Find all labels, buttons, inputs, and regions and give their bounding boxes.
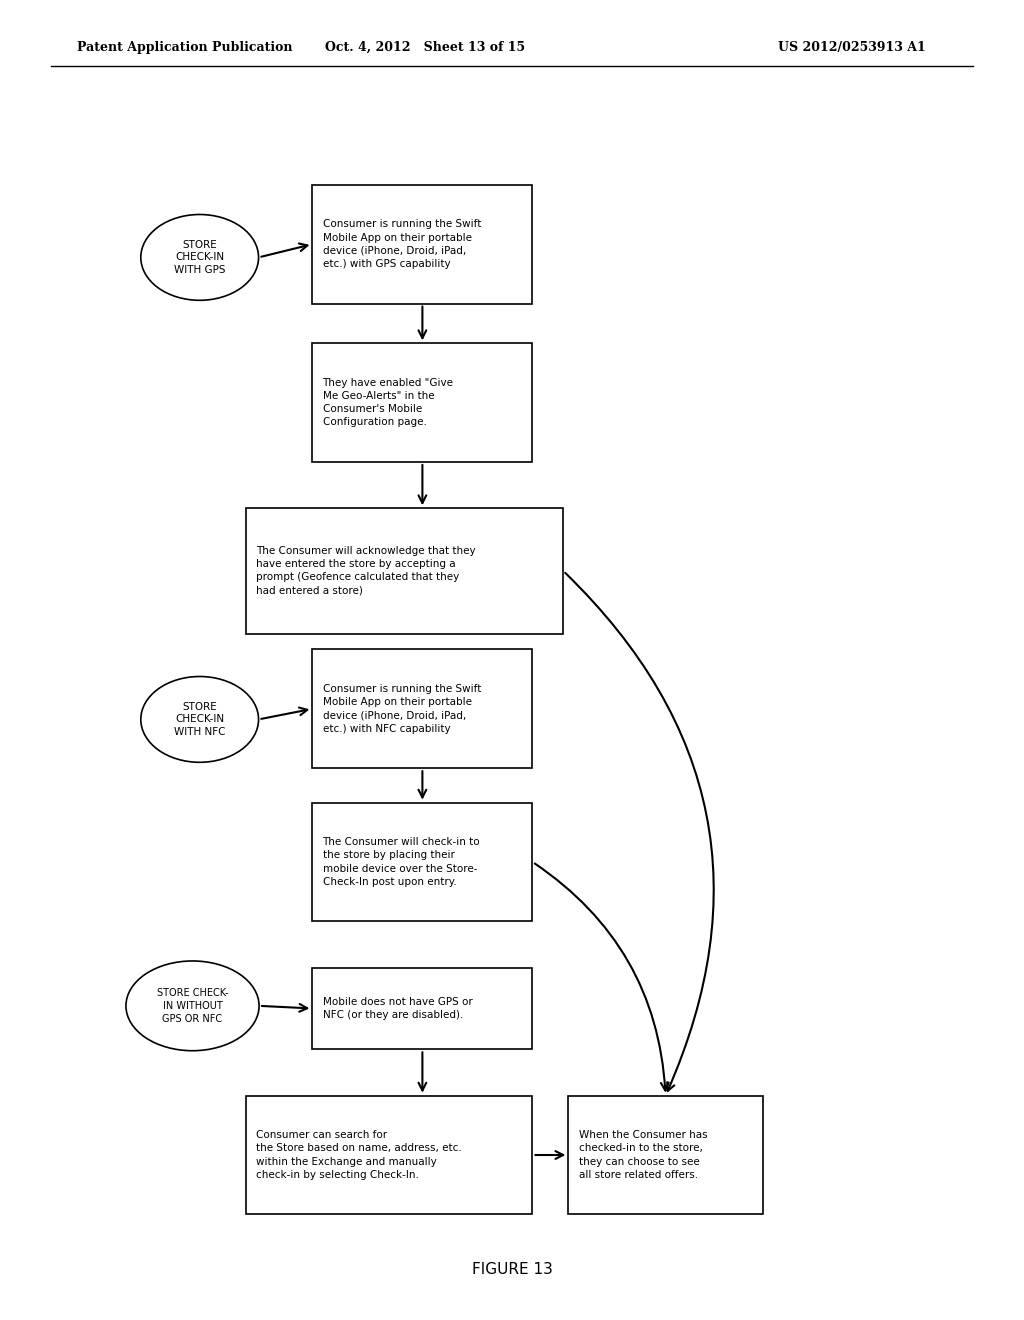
Text: They have enabled "Give
Me Geo-Alerts" in the
Consumer's Mobile
Configuration pa: They have enabled "Give Me Geo-Alerts" i…: [323, 378, 454, 428]
Text: The Consumer will check-in to
the store by placing their
mobile device over the : The Consumer will check-in to the store …: [323, 837, 480, 887]
Text: STORE
CHECK-IN
WITH NFC: STORE CHECK-IN WITH NFC: [174, 702, 225, 737]
Text: Patent Application Publication: Patent Application Publication: [77, 41, 292, 54]
Text: Consumer can search for
the Store based on name, address, etc.
within the Exchan: Consumer can search for the Store based …: [256, 1130, 462, 1180]
Text: Mobile does not have GPS or
NFC (or they are disabled).: Mobile does not have GPS or NFC (or they…: [323, 997, 472, 1020]
Text: STORE
CHECK-IN
WITH GPS: STORE CHECK-IN WITH GPS: [174, 240, 225, 275]
Text: Oct. 4, 2012   Sheet 13 of 15: Oct. 4, 2012 Sheet 13 of 15: [325, 41, 525, 54]
Text: Consumer is running the Swift
Mobile App on their portable
device (iPhone, Droid: Consumer is running the Swift Mobile App…: [323, 684, 481, 734]
Text: FIGURE 13: FIGURE 13: [472, 1262, 552, 1278]
Text: STORE CHECK-
IN WITHOUT
GPS OR NFC: STORE CHECK- IN WITHOUT GPS OR NFC: [157, 989, 228, 1023]
Text: Consumer is running the Swift
Mobile App on their portable
device (iPhone, Droid: Consumer is running the Swift Mobile App…: [323, 219, 481, 269]
FancyArrowPatch shape: [535, 863, 669, 1090]
Text: When the Consumer has
checked-in to the store,
they can choose to see
all store : When the Consumer has checked-in to the …: [579, 1130, 708, 1180]
FancyArrowPatch shape: [565, 573, 714, 1090]
Text: US 2012/0253913 A1: US 2012/0253913 A1: [778, 41, 926, 54]
Text: The Consumer will acknowledge that they
have entered the store by accepting a
pr: The Consumer will acknowledge that they …: [256, 546, 475, 595]
